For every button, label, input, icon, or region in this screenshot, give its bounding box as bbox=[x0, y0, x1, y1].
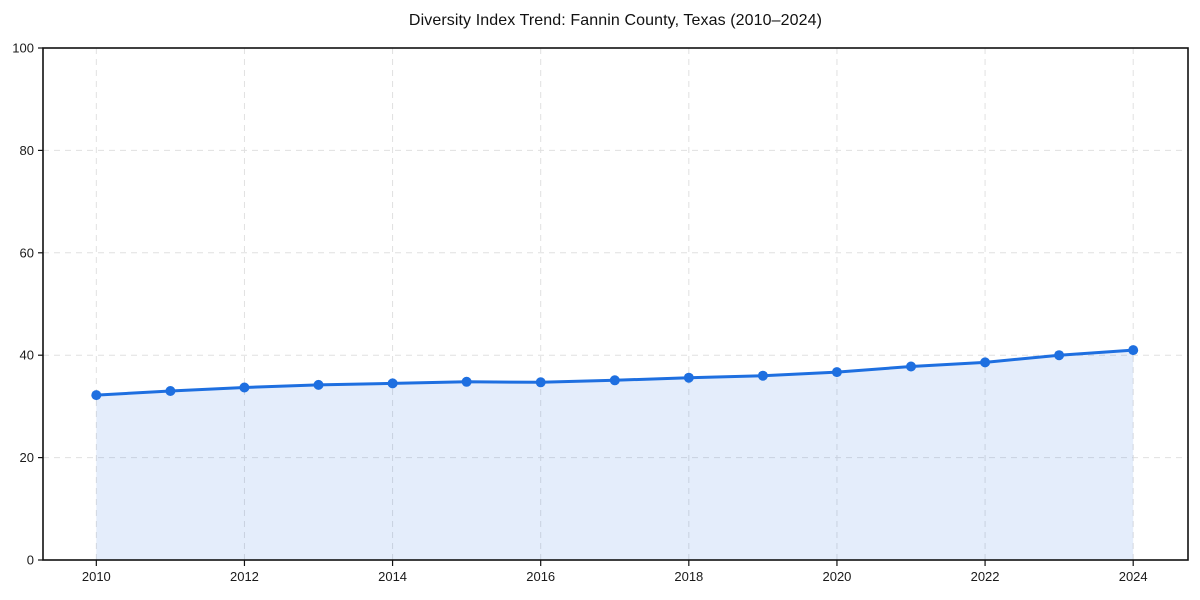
data-point-2017 bbox=[609, 375, 620, 386]
data-point-2022 bbox=[980, 357, 991, 368]
x-tick-label-2018: 2018 bbox=[674, 569, 703, 584]
data-point-2016 bbox=[535, 377, 546, 388]
data-point-2020 bbox=[831, 367, 842, 378]
area-fill bbox=[96, 350, 1134, 560]
data-point-2013 bbox=[313, 379, 324, 390]
x-tick-label-2016: 2016 bbox=[526, 569, 555, 584]
y-tick-label-40: 40 bbox=[20, 348, 34, 363]
data-point-2012 bbox=[239, 382, 250, 393]
x-tick-label-2010: 2010 bbox=[82, 569, 111, 584]
plot-border bbox=[42, 47, 1189, 561]
data-point-2015 bbox=[461, 376, 472, 387]
chart-title: Diversity Index Trend: Fannin County, Te… bbox=[408, 12, 823, 29]
x-tick-label-2022: 2022 bbox=[971, 569, 1000, 584]
data-point-2018 bbox=[683, 372, 694, 383]
data-point-2023 bbox=[1054, 350, 1065, 361]
y-tick-label-80: 80 bbox=[20, 143, 34, 158]
x-tick-label-2012: 2012 bbox=[230, 569, 259, 584]
x-tick-label-2014: 2014 bbox=[378, 569, 407, 584]
y-tick-label-20: 20 bbox=[20, 450, 34, 465]
x-tick-label-2020: 2020 bbox=[822, 569, 851, 584]
x-tick-label-2024: 2024 bbox=[1119, 569, 1148, 584]
data-point-2024 bbox=[1128, 345, 1139, 356]
data-point-2010 bbox=[91, 390, 102, 401]
data-point-2019 bbox=[757, 370, 768, 381]
y-tick-label-100: 100 bbox=[12, 41, 34, 56]
data-point-2011 bbox=[165, 386, 176, 396]
data-point-2021 bbox=[906, 361, 916, 372]
y-tick-label-60: 60 bbox=[20, 245, 34, 260]
data-point-2014 bbox=[387, 378, 398, 389]
y-tick-label-0: 0 bbox=[27, 553, 34, 568]
